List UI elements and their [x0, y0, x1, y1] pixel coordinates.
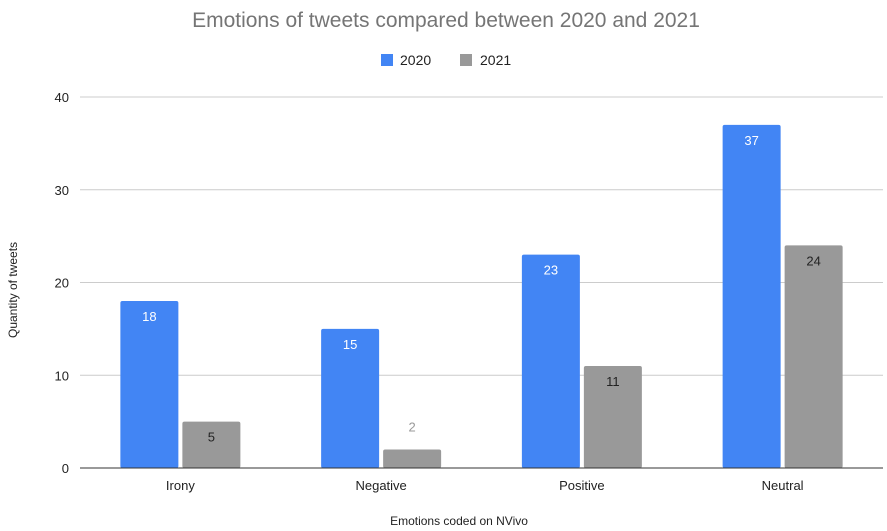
y-tick-label: 0	[62, 461, 69, 476]
bar-2021-neutral	[784, 245, 843, 468]
legend-label-2021: 2021	[480, 52, 511, 68]
bars	[120, 124, 843, 468]
y-tick-label: 10	[55, 368, 69, 383]
bar-2021-irony	[182, 421, 241, 468]
x-axis-ticks: Irony Negative Positive Neutral	[166, 478, 804, 493]
y-tick-label: 40	[55, 90, 69, 105]
y-tick-label: 20	[55, 276, 69, 291]
y-axis-title: Quantity of tweets	[6, 242, 20, 338]
bar-2021-negative	[383, 449, 442, 468]
legend: 2020 2021	[381, 52, 511, 68]
bar-2020-negative	[321, 328, 380, 468]
bar-value-label: 23	[544, 263, 558, 278]
bar-value-label: 11	[606, 374, 620, 389]
bar-value-label: 18	[142, 309, 156, 324]
bar-value-label: 37	[744, 133, 758, 148]
x-tick-label: Negative	[355, 478, 406, 493]
y-tick-label: 30	[55, 183, 69, 198]
x-tick-label: Positive	[559, 478, 605, 493]
chart-title: Emotions of tweets compared between 2020…	[192, 9, 700, 32]
legend-label-2020: 2020	[400, 52, 431, 68]
bar-value-label: 5	[208, 430, 215, 445]
bar-labels: 18 5 15 2 23 11 37 24	[142, 133, 821, 445]
bar-2020-positive	[521, 254, 580, 468]
bar-2021-positive	[583, 365, 642, 468]
x-tick-label: Neutral	[762, 478, 804, 493]
bar-2020-neutral	[722, 124, 781, 468]
x-axis-title: Emotions coded on NVivo	[390, 514, 528, 528]
bar-value-label: 2	[409, 419, 416, 434]
legend-swatch-2021	[460, 54, 472, 66]
x-tick-label: Irony	[166, 478, 195, 493]
bar-2020-irony	[120, 301, 179, 468]
bar-value-label: 24	[806, 253, 820, 268]
y-axis-ticks: 0 10 20 30 40	[55, 90, 69, 476]
legend-swatch-2020	[381, 54, 393, 66]
bar-value-label: 15	[343, 337, 357, 352]
